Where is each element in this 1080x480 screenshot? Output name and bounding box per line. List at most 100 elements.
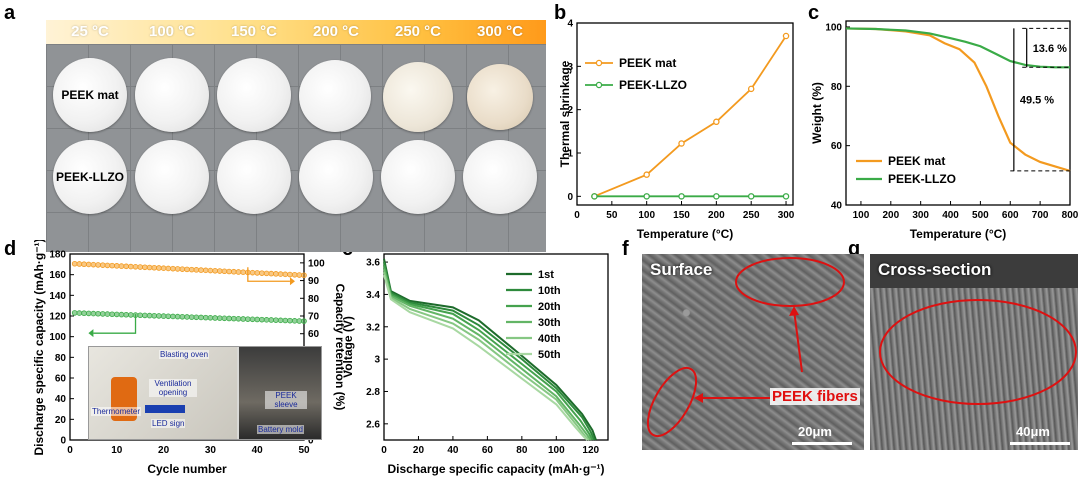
d-point-0-25	[184, 266, 190, 273]
fiber-ellipse-bottom	[646, 367, 698, 437]
c-xtick-label: 100	[853, 210, 870, 221]
d-point-0-13	[128, 263, 134, 270]
d-point-1-20	[160, 313, 167, 319]
d-point-0-42	[263, 270, 270, 277]
b-xlabel: Temperature (°C)	[637, 227, 734, 241]
d-point-1-31	[212, 315, 218, 321]
d-point-0-39	[249, 269, 256, 276]
e-series-line-1	[383, 261, 596, 441]
d-point-1-19	[156, 313, 162, 319]
d-arrow-left	[93, 314, 137, 334]
c-ytick-label: 60	[831, 141, 843, 152]
e-xtick-label: 100	[548, 445, 565, 456]
e-legend-label-5: 50th	[538, 349, 561, 361]
d-point-1-4	[85, 310, 92, 317]
disc-llzo-250	[381, 140, 455, 214]
d-y2tick-label: 100	[308, 258, 325, 269]
d-point-0-35	[231, 268, 237, 275]
e-xtick-label: 80	[516, 445, 528, 456]
disc-peek-100	[135, 58, 209, 132]
e-series-line-2	[383, 265, 594, 441]
inset-label-oven: Blasting oven	[159, 350, 210, 359]
disc-llzo-150	[217, 140, 291, 214]
sem-cross-section-scalebar	[1010, 442, 1070, 445]
d-point-0-36	[235, 269, 242, 275]
d-point-1-42	[263, 317, 270, 323]
c-ytick-label: 80	[831, 82, 843, 93]
sem-cross-section-image: Cross-section 40μm	[870, 254, 1078, 450]
c-legend-label-0: PEEK mat	[888, 154, 945, 168]
inset-label-led: LED sign	[151, 419, 186, 428]
disc-llzo-25	[53, 140, 127, 214]
d-xtick-label: 10	[111, 445, 123, 456]
d-point-1-36	[235, 316, 242, 322]
e-ytick-label: 3.6	[366, 258, 380, 269]
e-ytick-label: 3.4	[366, 290, 380, 301]
e-ytick-label: 3.2	[366, 322, 380, 333]
e-ytick-label: 2.8	[366, 387, 380, 398]
e-ylabel: Voltage (V)	[341, 316, 355, 378]
d-point-0-16	[142, 264, 148, 271]
d-point-0-19	[156, 265, 162, 271]
temp-label-150: 150 °C	[230, 23, 278, 40]
d-ytick-label: 100	[49, 332, 66, 343]
d-point-1-39	[249, 316, 256, 323]
e-series-line-3	[383, 268, 592, 441]
d-point-1-41	[259, 316, 265, 323]
b-point-1-0	[591, 193, 598, 200]
c-xtick-label: 500	[972, 210, 989, 221]
e-legend-label-0: 1st	[538, 269, 554, 281]
d-arrowhead-right	[289, 277, 295, 286]
d-ytick-label: 120	[49, 312, 66, 323]
e-legend-label-4: 40th	[538, 333, 561, 345]
d-point-0-2	[76, 261, 83, 267]
d-point-0-24	[179, 266, 186, 272]
d-point-1-8	[104, 311, 111, 317]
row-label-peek-mat: PEEK mat	[61, 88, 119, 102]
d-point-0-26	[188, 266, 195, 273]
c-series-line-1	[845, 27, 1070, 69]
d-point-1-21	[165, 313, 172, 320]
b-xtick-label: 0	[574, 210, 580, 221]
d-point-0-5	[90, 261, 97, 268]
d-point-1-26	[188, 314, 195, 320]
d-ytick-label: 140	[49, 291, 66, 302]
disc-llzo-200	[299, 140, 373, 214]
b-point-1-5	[782, 193, 790, 200]
e-series-line-5	[383, 274, 589, 441]
c-xtick-label: 700	[1032, 210, 1049, 221]
b-point-0-1	[643, 171, 650, 178]
d-point-1-48	[291, 318, 298, 324]
d-point-0-3	[81, 261, 87, 268]
fiber-arrowhead-left	[694, 393, 703, 403]
c-plot-frame	[845, 20, 1071, 206]
d-point-1-2	[76, 310, 83, 316]
sem-surface-scalebar	[792, 442, 852, 445]
d-point-1-17	[146, 312, 153, 319]
temperature-bar: 25 °C 100 °C 150 °C 200 °C 250 °C 300 °C	[46, 20, 546, 44]
fiber-ellipse-top	[735, 257, 845, 307]
d-ytick-label: 0	[60, 436, 66, 447]
inset-label-vent: Ventilation opening	[149, 379, 197, 397]
sem-surface-scale: 20μm	[798, 424, 832, 439]
d-point-0-33	[221, 268, 228, 275]
d-point-1-11	[118, 311, 125, 318]
d-point-1-9	[109, 311, 115, 318]
d-ylabel: Discharge specific capacity (mAh·g⁻¹)	[32, 240, 46, 456]
d-point-1-37	[240, 316, 246, 322]
chart-b: 0 50 100 150 200 250 300 0 1 2 3 4 Temperature (°C) T…	[558, 19, 795, 242]
d-point-1-44	[273, 317, 279, 323]
d-point-0-8	[104, 262, 111, 269]
disc-peek-200	[299, 60, 371, 132]
d-point-0-20	[160, 265, 167, 272]
d-xtick-label: 50	[298, 445, 310, 456]
d-point-0-45	[277, 271, 284, 277]
d-point-0-9	[109, 262, 115, 269]
d-point-1-32	[216, 315, 223, 321]
d-xtick-label: 30	[205, 445, 217, 456]
d-xtick-label: 40	[252, 445, 264, 456]
e-series-line-0	[383, 258, 597, 441]
d-ytick-label: 20	[55, 415, 67, 426]
d-point-0-4	[85, 261, 92, 268]
chart-e: 0 20 40 60 80 100 120 2.6 2.8 3 3.2 3.4 3.6 Discharge…	[341, 253, 609, 476]
